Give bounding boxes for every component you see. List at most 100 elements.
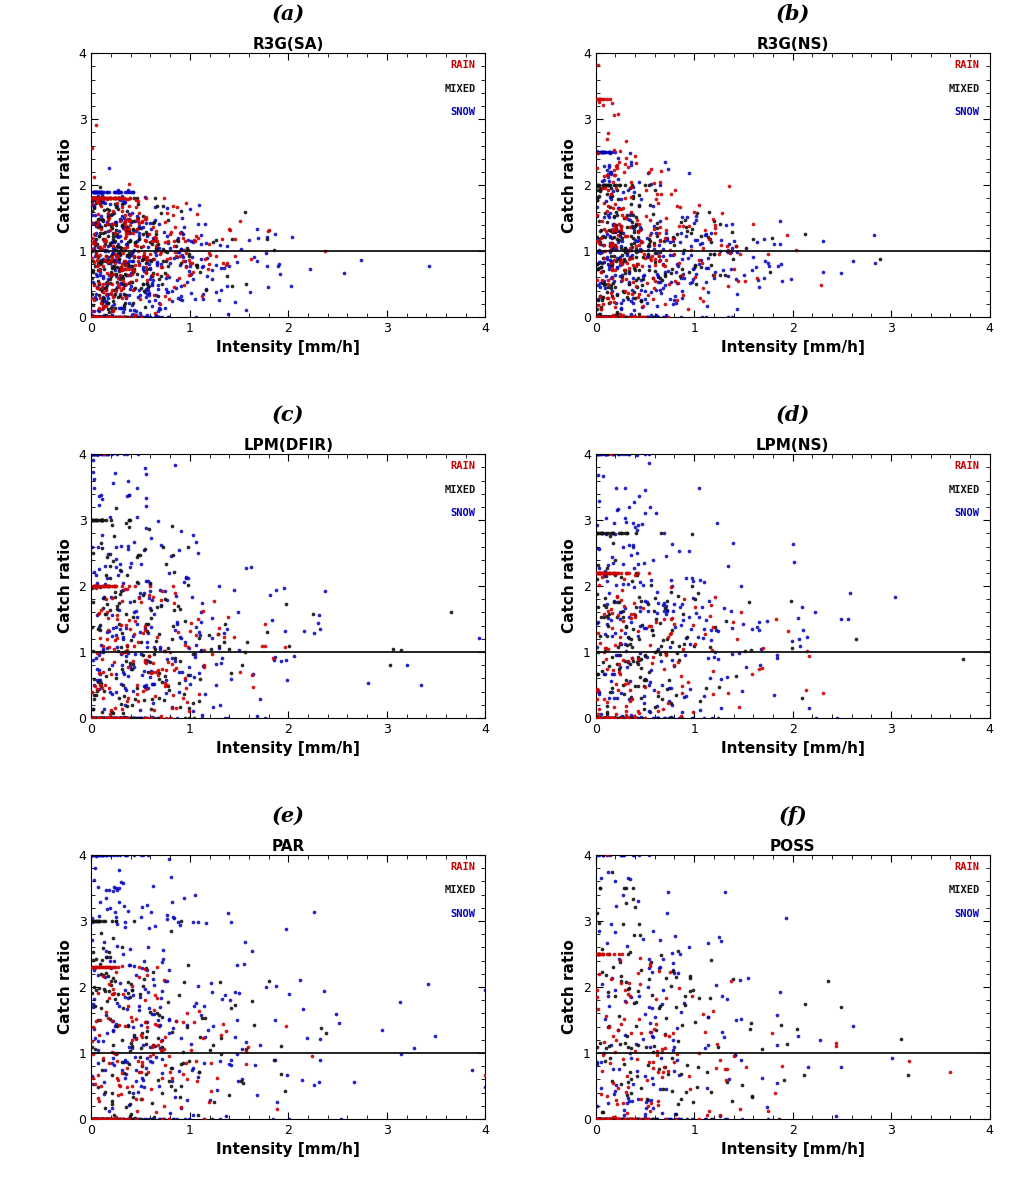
Point xyxy=(107,958,123,977)
Point xyxy=(147,231,163,250)
Point xyxy=(168,270,185,289)
Point xyxy=(619,288,635,307)
Point xyxy=(188,617,204,636)
Point xyxy=(145,604,161,623)
Point xyxy=(228,1011,245,1030)
Point xyxy=(616,240,632,259)
Point xyxy=(119,708,135,727)
Point xyxy=(87,912,104,931)
Point xyxy=(681,966,697,985)
Point xyxy=(192,669,208,688)
Point xyxy=(104,297,120,316)
Point xyxy=(137,283,153,302)
Point xyxy=(703,256,720,275)
Point xyxy=(148,632,164,651)
Point xyxy=(697,1038,714,1057)
Point xyxy=(146,976,162,995)
Point xyxy=(104,251,120,270)
Point xyxy=(393,641,409,659)
Point xyxy=(702,638,719,657)
Point xyxy=(593,708,609,727)
Point xyxy=(102,600,118,619)
Point xyxy=(142,662,158,681)
Point xyxy=(87,257,104,276)
Point xyxy=(618,218,634,237)
Point xyxy=(106,845,122,864)
Point xyxy=(166,242,183,260)
Point xyxy=(88,308,105,327)
Point xyxy=(667,618,683,637)
Point xyxy=(696,572,713,591)
Point xyxy=(608,704,624,723)
Point xyxy=(601,1109,617,1128)
Point xyxy=(754,639,770,658)
Point xyxy=(100,880,117,899)
Point xyxy=(104,708,120,727)
Point xyxy=(91,308,108,327)
Point xyxy=(596,253,612,272)
Point xyxy=(124,977,140,996)
Point xyxy=(93,600,110,619)
Point xyxy=(132,700,148,719)
Point xyxy=(637,592,654,611)
Point xyxy=(178,678,194,697)
Point xyxy=(84,913,100,932)
Point xyxy=(117,182,133,201)
Point xyxy=(105,984,121,1003)
Point xyxy=(622,188,638,207)
Point xyxy=(615,708,631,727)
Point xyxy=(656,523,672,542)
Point xyxy=(768,1005,785,1024)
Point xyxy=(610,605,626,624)
Point xyxy=(116,238,132,257)
Point xyxy=(90,205,107,224)
Point xyxy=(193,603,209,622)
Point xyxy=(638,308,655,327)
Point xyxy=(612,708,628,727)
Point xyxy=(102,958,118,977)
Point xyxy=(117,1053,133,1072)
Point xyxy=(673,1089,689,1108)
Point xyxy=(640,234,657,253)
Point xyxy=(162,708,179,727)
Point xyxy=(606,945,622,964)
Point xyxy=(190,610,206,629)
Point xyxy=(668,967,684,986)
Point xyxy=(242,283,258,302)
Point xyxy=(98,246,115,265)
Point xyxy=(142,652,158,671)
Point xyxy=(671,650,687,669)
Point xyxy=(181,1051,197,1070)
Point xyxy=(627,708,644,727)
Point xyxy=(87,708,104,727)
Point xyxy=(106,708,122,727)
Point xyxy=(597,227,613,246)
Point xyxy=(589,845,605,864)
Point xyxy=(94,189,111,208)
Point xyxy=(90,189,107,208)
Point xyxy=(142,1109,158,1128)
Point xyxy=(93,708,110,727)
Point xyxy=(124,252,140,271)
Point xyxy=(128,221,144,240)
Point xyxy=(96,1109,113,1128)
Point xyxy=(162,253,179,272)
Point xyxy=(117,264,133,283)
Point xyxy=(84,445,100,464)
Point xyxy=(203,1053,219,1072)
Point xyxy=(593,308,609,327)
Point xyxy=(620,445,636,464)
Point xyxy=(148,229,164,247)
Point xyxy=(85,543,102,562)
Point xyxy=(113,259,129,278)
Point xyxy=(85,1109,102,1128)
Point xyxy=(119,218,135,237)
Point xyxy=(120,255,136,274)
Point xyxy=(592,308,608,327)
Point xyxy=(591,234,607,253)
Point xyxy=(172,674,188,693)
Point xyxy=(657,599,673,618)
Point xyxy=(98,182,115,201)
Point xyxy=(144,963,160,982)
Point xyxy=(120,256,136,275)
